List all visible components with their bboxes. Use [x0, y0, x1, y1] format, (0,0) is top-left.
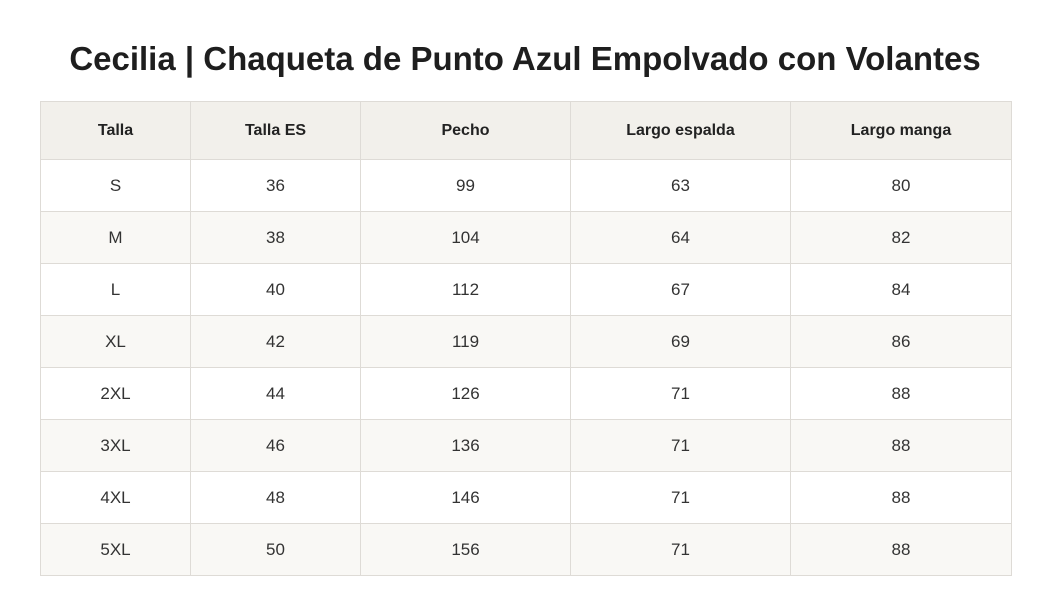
cell-largo-manga: 84 — [790, 263, 1012, 316]
cell-largo-espalda: 67 — [570, 263, 791, 316]
cell-pecho: 156 — [360, 523, 571, 576]
cell-talla: XL — [40, 315, 191, 368]
cell-largo-manga: 88 — [790, 367, 1012, 420]
cell-talla: 4XL — [40, 471, 191, 524]
cell-largo-manga: 88 — [790, 471, 1012, 524]
cell-talla-es: 36 — [190, 159, 361, 212]
cell-largo-espalda: 71 — [570, 419, 791, 472]
table-body: S 36 99 63 80 M 38 104 64 82 L 40 112 67… — [40, 159, 1012, 576]
cell-pecho: 99 — [360, 159, 571, 212]
cell-largo-manga: 80 — [790, 159, 1012, 212]
cell-talla-es: 38 — [190, 211, 361, 264]
table-row: 5XL 50 156 71 88 — [40, 523, 1012, 576]
table-row: M 38 104 64 82 — [40, 211, 1012, 264]
cell-pecho: 112 — [360, 263, 571, 316]
cell-largo-manga: 88 — [790, 419, 1012, 472]
cell-talla: L — [40, 263, 191, 316]
cell-largo-espalda: 71 — [570, 367, 791, 420]
table-row: L 40 112 67 84 — [40, 263, 1012, 316]
cell-talla-es: 40 — [190, 263, 361, 316]
table-row: 3XL 46 136 71 88 — [40, 419, 1012, 472]
table-row: 4XL 48 146 71 88 — [40, 471, 1012, 524]
page-title: Cecilia | Chaqueta de Punto Azul Empolva… — [69, 40, 981, 77]
cell-pecho: 104 — [360, 211, 571, 264]
cell-largo-espalda: 69 — [570, 315, 791, 368]
cell-largo-manga: 82 — [790, 211, 1012, 264]
cell-talla: 5XL — [40, 523, 191, 576]
cell-largo-espalda: 63 — [570, 159, 791, 212]
table-row: S 36 99 63 80 — [40, 159, 1012, 212]
cell-talla-es: 46 — [190, 419, 361, 472]
size-chart-table: Talla Talla ES Pecho Largo espalda Largo… — [40, 101, 1012, 576]
cell-pecho: 136 — [360, 419, 571, 472]
cell-talla: M — [40, 211, 191, 264]
cell-largo-espalda: 64 — [570, 211, 791, 264]
cell-talla-es: 44 — [190, 367, 361, 420]
cell-pecho: 146 — [360, 471, 571, 524]
header-largo-espalda: Largo espalda — [570, 101, 791, 160]
cell-talla-es: 50 — [190, 523, 361, 576]
cell-talla: 3XL — [40, 419, 191, 472]
table-header: Talla Talla ES Pecho Largo espalda Largo… — [40, 101, 1012, 160]
header-talla-es: Talla ES — [190, 101, 361, 160]
cell-pecho: 126 — [360, 367, 571, 420]
cell-largo-manga: 88 — [790, 523, 1012, 576]
cell-largo-espalda: 71 — [570, 523, 791, 576]
cell-talla: S — [40, 159, 191, 212]
cell-talla-es: 42 — [190, 315, 361, 368]
header-largo-manga: Largo manga — [790, 101, 1012, 160]
header-talla: Talla — [40, 101, 191, 160]
cell-talla-es: 48 — [190, 471, 361, 524]
table-row: XL 42 119 69 86 — [40, 315, 1012, 368]
cell-largo-espalda: 71 — [570, 471, 791, 524]
cell-pecho: 119 — [360, 315, 571, 368]
cell-talla: 2XL — [40, 367, 191, 420]
header-pecho: Pecho — [360, 101, 571, 160]
table-row: 2XL 44 126 71 88 — [40, 367, 1012, 420]
header-row: Talla Talla ES Pecho Largo espalda Largo… — [40, 101, 1012, 160]
cell-largo-manga: 86 — [790, 315, 1012, 368]
